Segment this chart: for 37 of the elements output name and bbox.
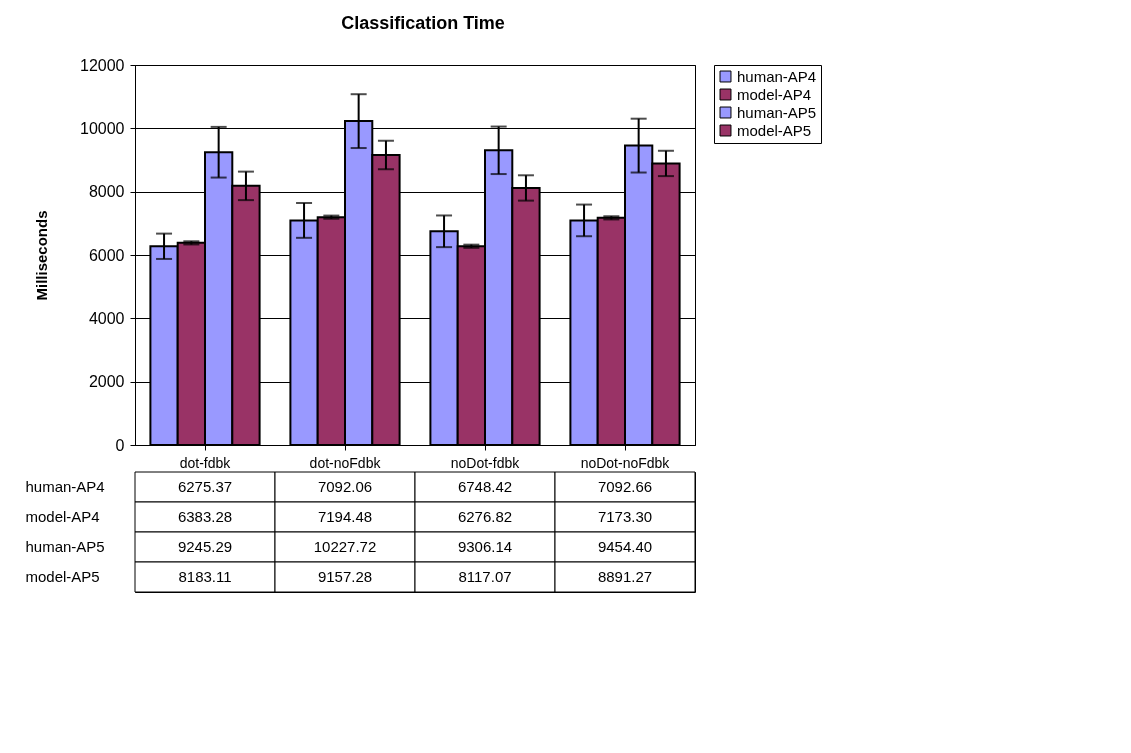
text: model-AP4 xyxy=(25,508,100,525)
data-label: 8117.07 xyxy=(458,568,512,585)
data-label: 10227.72 xyxy=(313,538,377,555)
y-tick-label: 6000 xyxy=(88,246,125,264)
data-label: 9245.29 xyxy=(177,538,233,555)
data-label: 9454.40 xyxy=(597,538,653,555)
y-tick-label: 10000 xyxy=(80,119,125,137)
data-label: 7173.30 xyxy=(597,508,653,525)
text: model-AP5 xyxy=(25,568,100,585)
y-tick-label: 8000 xyxy=(88,183,125,201)
chart-title: Classification Time xyxy=(341,12,505,33)
legend-label: human-AP5 xyxy=(737,103,817,121)
x-tick-label: dot-fdbk xyxy=(179,454,232,471)
legend-label: model-AP5 xyxy=(737,121,812,139)
text: human-AP5 xyxy=(25,538,105,555)
data-label: 7194.48 xyxy=(317,508,373,525)
data-label: 8183.11 xyxy=(178,568,232,585)
text: human-AP4 xyxy=(25,478,105,495)
data-label: 7092.06 xyxy=(317,478,373,495)
data-label: 6275.37 xyxy=(177,478,233,495)
x-tick-label: noDot-fdbk xyxy=(450,454,521,471)
x-tick-label: dot-noFdbk xyxy=(309,454,382,471)
data-label: 9157.28 xyxy=(317,568,373,585)
y-tick-label: 2000 xyxy=(88,373,125,391)
data-label: 6383.28 xyxy=(177,508,233,525)
data-label: 7092.66 xyxy=(597,478,653,495)
y-tick-label: 4000 xyxy=(88,309,125,327)
data-label: 8891.27 xyxy=(597,568,653,585)
x-tick-label: noDot-noFdbk xyxy=(580,454,671,471)
data-label: 6276.82 xyxy=(457,508,513,525)
y-tick-label: 0 xyxy=(115,436,125,454)
legend-label: model-AP4 xyxy=(737,85,812,103)
data-label: 9306.14 xyxy=(457,538,513,555)
legend-label: human-AP4 xyxy=(737,67,817,85)
y-axis-title: Milliseconds xyxy=(33,210,51,301)
data-label: 6748.42 xyxy=(457,478,513,495)
y-tick-label: 12000 xyxy=(80,56,125,74)
